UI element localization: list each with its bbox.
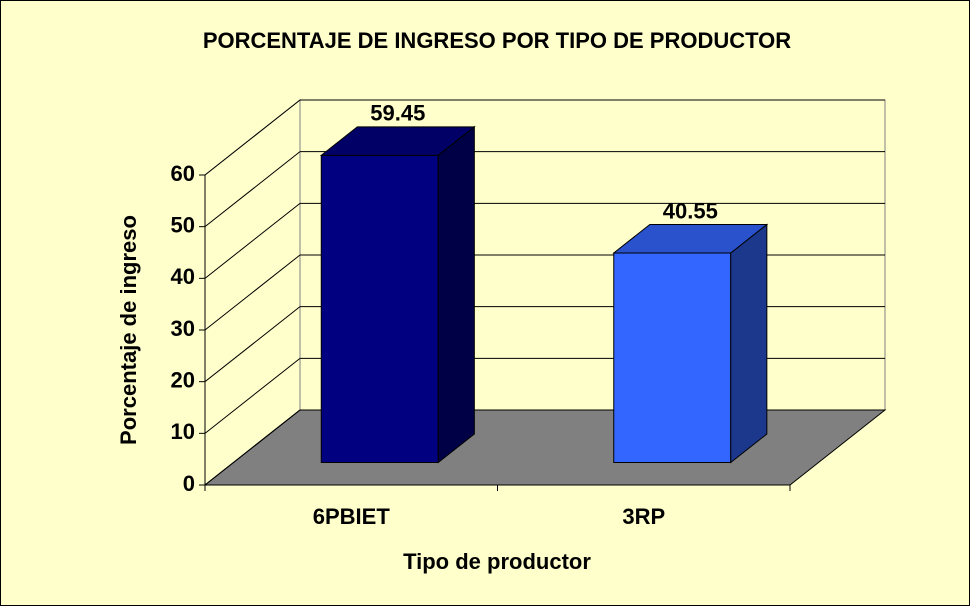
grid-line: [204, 202, 301, 279]
bar-side: [437, 125, 475, 464]
grid-line: [204, 151, 301, 228]
y-tick-label: 30: [171, 316, 195, 341]
bar-front: [320, 154, 439, 463]
x-tick-label: 3RP: [622, 504, 665, 529]
x-tick-label: 6PBIET: [313, 504, 391, 529]
y-tick-label: 60: [171, 161, 195, 186]
y-axis-label: Porcentaje de ingreso: [116, 215, 141, 445]
chart-title: PORCENTAJE DE INGRESO POR TIPO DE PRODUC…: [203, 28, 791, 53]
grid-line: [204, 254, 301, 331]
bar-side: [730, 223, 768, 464]
y-tick-label: 0: [183, 471, 195, 496]
floor: [203, 409, 887, 486]
bar-front: [613, 252, 732, 463]
y-tick-label: 40: [171, 264, 195, 289]
data-label: 59.45: [370, 101, 425, 126]
data-label: 40.55: [663, 198, 718, 223]
grid-line: [204, 99, 301, 176]
y-tick-label: 20: [171, 367, 195, 392]
y-tick-label: 50: [171, 212, 195, 237]
y-tick-label: 10: [171, 419, 195, 444]
grid-line: [204, 357, 301, 434]
bar: [612, 223, 769, 464]
bar: [319, 125, 476, 464]
grid-line: [204, 409, 301, 486]
x-axis-label: Tipo de productor: [403, 549, 591, 574]
bar-top: [612, 223, 769, 254]
grid-line: [204, 306, 301, 383]
bar-top: [319, 126, 476, 156]
